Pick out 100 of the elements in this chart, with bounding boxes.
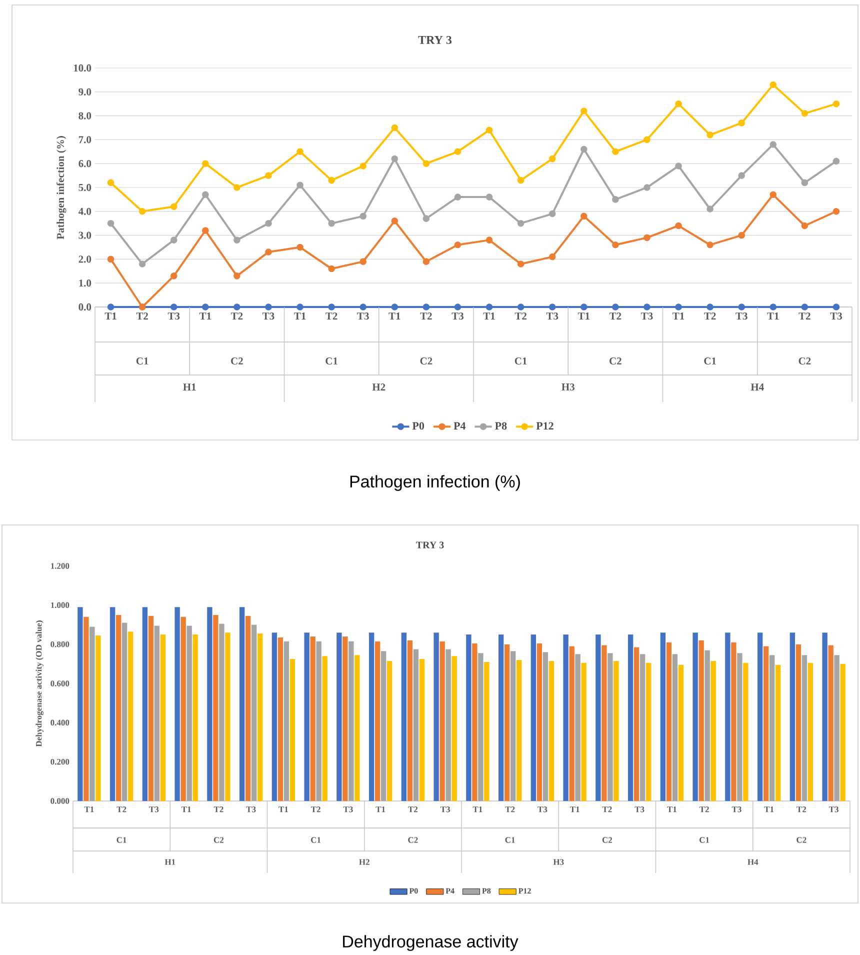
legend-label: P0 — [409, 888, 418, 894]
x-tick-label: T3 — [830, 312, 842, 320]
point — [644, 136, 650, 144]
point — [391, 155, 398, 162]
y-tick-label: 6.0 — [78, 160, 92, 168]
point — [517, 260, 524, 268]
point — [202, 304, 209, 310]
point — [738, 304, 746, 310]
point — [454, 304, 462, 310]
point — [234, 184, 240, 191]
point — [265, 304, 272, 310]
legend-label: P4 — [454, 422, 466, 430]
bar — [322, 656, 328, 801]
bar — [569, 646, 574, 801]
bar — [548, 660, 554, 801]
bar — [78, 607, 83, 801]
bar — [634, 647, 640, 801]
point — [517, 304, 524, 310]
text: C2 — [214, 837, 224, 843]
bar — [290, 659, 296, 801]
x-tick-label: T3 — [440, 806, 450, 812]
x-tick-label: T1 — [84, 806, 94, 812]
point — [454, 241, 462, 248]
point — [107, 304, 114, 310]
bar — [342, 636, 348, 801]
text: C1 — [136, 357, 148, 365]
point — [296, 244, 304, 251]
x-tick-label: T1 — [764, 806, 774, 812]
bar — [581, 662, 586, 801]
y-tick-label: 4.0 — [78, 208, 92, 215]
point — [612, 196, 619, 203]
bar — [678, 664, 684, 801]
x-tick-label: T1 — [578, 312, 590, 320]
x-tick-label: T1 — [388, 312, 400, 320]
bar — [128, 632, 134, 801]
x-tick-label: T3 — [546, 312, 558, 320]
x-tick-label: T2 — [116, 806, 126, 812]
x-tick-label: T2 — [602, 806, 612, 812]
point — [328, 176, 335, 184]
x-tick-label: T3 — [168, 312, 180, 320]
bar — [510, 651, 516, 801]
point — [234, 304, 240, 310]
point — [422, 258, 430, 265]
point — [328, 304, 335, 310]
point — [360, 212, 367, 220]
x-tick-label: T3 — [149, 806, 159, 812]
point — [328, 265, 335, 272]
x-tick-label: T3 — [634, 806, 644, 812]
y-tick-label: 9.0 — [78, 88, 92, 96]
x-tick-label: T1 — [570, 806, 580, 812]
x-tick-label: T3 — [828, 806, 838, 812]
x-tick-label: T2 — [230, 312, 243, 320]
point — [360, 162, 367, 170]
bar — [790, 632, 796, 801]
point — [234, 272, 240, 280]
point — [801, 110, 808, 117]
point — [202, 191, 209, 198]
legend-label: P0 — [412, 422, 424, 430]
bar — [504, 644, 510, 801]
x-tick-label: T3 — [246, 806, 256, 812]
point — [580, 212, 588, 220]
bar — [316, 641, 322, 801]
point — [202, 160, 209, 167]
text: C2 — [408, 837, 418, 843]
point — [675, 222, 682, 230]
point — [675, 100, 682, 108]
bar — [710, 660, 716, 801]
bar — [478, 653, 484, 801]
point — [612, 148, 619, 156]
x-tick-label: T2 — [798, 312, 810, 320]
bar — [225, 632, 230, 801]
x-tick-label: T3 — [343, 806, 353, 812]
point — [170, 272, 178, 280]
x-tick-label: T3 — [357, 312, 369, 320]
x-tick-label: T1 — [767, 312, 779, 320]
chart-title: TRY 3 — [416, 542, 444, 548]
bar — [304, 632, 310, 801]
point — [706, 241, 714, 248]
point — [770, 81, 777, 88]
chart-title: TRY 3 — [418, 36, 452, 44]
point — [832, 100, 840, 108]
x-tick-label: T2 — [326, 312, 338, 320]
text: C1 — [116, 837, 126, 843]
x-tick-label: T2 — [136, 312, 148, 320]
bar — [666, 642, 672, 801]
bar — [440, 641, 445, 801]
text: H1 — [164, 859, 176, 865]
point — [265, 220, 272, 227]
text: H4 — [750, 384, 764, 390]
bar — [219, 624, 224, 801]
point — [580, 108, 588, 114]
bar — [737, 653, 742, 801]
bar — [110, 607, 116, 801]
x-tick-label: T2 — [214, 806, 224, 812]
x-tick-label: T3 — [538, 806, 548, 812]
point — [265, 172, 272, 179]
point — [644, 234, 650, 242]
bar — [148, 616, 154, 801]
point — [770, 191, 777, 198]
x-tick-label: T1 — [278, 806, 288, 812]
